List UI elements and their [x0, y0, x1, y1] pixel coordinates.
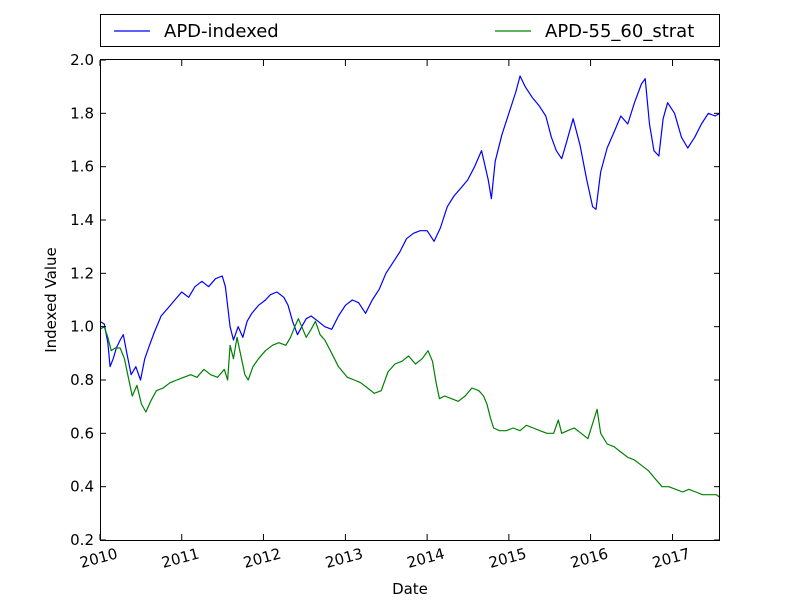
y-tick-label: 0.2 — [70, 531, 94, 549]
legend-frame — [100, 14, 720, 47]
plot-frame — [100, 59, 720, 541]
y-tick-label: 1.0 — [70, 318, 94, 336]
legend-label-apd-indexed: APD-indexed — [164, 21, 279, 42]
y-tick-label: 1.4 — [70, 211, 94, 229]
y-tick-label: 1.6 — [70, 158, 94, 176]
y-tick-label: 0.4 — [70, 478, 94, 496]
series-layer — [99, 75, 721, 498]
y-tick-label: 2.0 — [70, 51, 94, 69]
y-tick-label: 1.8 — [70, 104, 94, 122]
legend-label-apd-strat: APD-55_60_strat — [545, 21, 694, 42]
y-axis-label: Indexed Value — [42, 247, 60, 353]
x-axis-label: Date — [392, 580, 428, 598]
y-axis: 0.2 0.4 0.6 0.8 1.0 1.2 1.4 1.6 1.8 2.0 — [70, 51, 720, 549]
y-tick-label: 0.6 — [70, 424, 94, 442]
legend: APD-indexed APD-55_60_strat — [100, 14, 720, 47]
y-tick-label: 0.8 — [70, 371, 94, 389]
series-line-apd-55-60-strat — [99, 318, 721, 498]
y-tick-label: 1.2 — [70, 264, 94, 282]
series-line-apd-indexed — [99, 75, 721, 381]
